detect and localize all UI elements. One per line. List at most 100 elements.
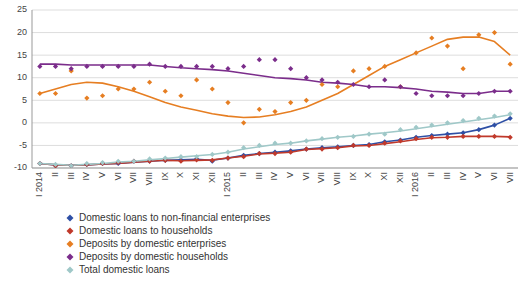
point: [241, 145, 246, 150]
legend-label: Deposits by domestic enterprises: [79, 238, 226, 249]
point: [508, 111, 513, 116]
y-tick-label: -5: [19, 140, 27, 150]
point: [241, 120, 246, 125]
point: [131, 159, 136, 164]
x-tick-label: I 2015: [222, 172, 232, 197]
point: [210, 152, 215, 157]
legend-swatch: [67, 228, 74, 235]
point: [335, 84, 340, 89]
y-tick-label: 0: [22, 117, 27, 127]
point: [69, 163, 74, 168]
point: [461, 66, 466, 71]
point: [288, 150, 293, 155]
point: [100, 64, 105, 69]
point: [508, 135, 513, 140]
point: [398, 127, 403, 132]
point: [304, 146, 309, 151]
y-tick-label: 10: [17, 72, 27, 82]
point: [53, 91, 58, 96]
point: [53, 162, 58, 167]
point: [508, 89, 513, 94]
x-tick-label: II: [238, 172, 248, 177]
point: [508, 62, 513, 67]
point: [225, 100, 230, 105]
point: [382, 64, 387, 69]
grid-line: [32, 168, 518, 169]
point: [257, 57, 262, 62]
point: [178, 93, 183, 98]
point: [304, 98, 309, 103]
point: [84, 95, 89, 100]
point: [257, 107, 262, 112]
point: [147, 156, 152, 161]
x-tick-label: IV: [458, 172, 468, 181]
x-tick-label: V: [285, 172, 295, 178]
point: [335, 145, 340, 150]
legend-label: Total domestic loans: [79, 264, 170, 275]
point: [366, 142, 371, 147]
x-tick-label: IX: [348, 172, 358, 181]
point: [382, 132, 387, 137]
point: [178, 64, 183, 69]
point: [210, 86, 215, 91]
point: [508, 116, 513, 121]
point: [366, 84, 371, 89]
point: [304, 75, 309, 80]
x-tick-label: XI: [191, 172, 201, 181]
point: [178, 154, 183, 159]
chart: -10-50510152025I 2014IIIIIIVVVIVIIVIIIIX…: [0, 0, 528, 291]
x-tick-label: VII: [505, 172, 515, 183]
point: [210, 64, 215, 69]
point: [53, 64, 58, 69]
x-tick-label: XI: [379, 172, 389, 181]
point: [351, 68, 356, 73]
point: [84, 64, 89, 69]
point: [288, 66, 293, 71]
point: [257, 143, 262, 148]
legend-label: Deposits by domestic households: [79, 251, 228, 262]
point: [69, 163, 74, 168]
legend-label: Domestic loans to non-financial enterpri…: [79, 212, 270, 223]
x-tick-label: VI: [489, 172, 499, 181]
x-tick-label: VIII: [144, 172, 154, 186]
point: [429, 135, 434, 140]
point: [304, 138, 309, 143]
series-line: [40, 136, 510, 165]
point: [429, 93, 434, 98]
point: [131, 64, 136, 69]
x-tick-label: V: [473, 172, 483, 178]
point: [100, 161, 105, 166]
x-tick-label: XII: [207, 172, 217, 183]
grid-line: [32, 10, 518, 11]
grid-line: [32, 100, 518, 101]
point: [461, 93, 466, 98]
point: [225, 155, 230, 160]
point: [476, 116, 481, 121]
point: [84, 162, 89, 167]
point: [84, 162, 89, 167]
point: [445, 120, 450, 125]
point: [492, 89, 497, 94]
x-tick-label: X: [175, 172, 185, 178]
point: [288, 100, 293, 105]
point: [445, 44, 450, 49]
point: [413, 50, 418, 55]
x-tick-label: VI: [301, 172, 311, 181]
point: [163, 155, 168, 160]
x-axis-line: [32, 168, 518, 169]
x-tick-label: I 2014: [34, 172, 44, 197]
point: [37, 91, 42, 96]
point: [382, 141, 387, 146]
legend-swatch: [67, 215, 74, 222]
x-tick-label: X: [363, 172, 373, 178]
point: [445, 93, 450, 98]
x-tick-label: IX: [160, 172, 170, 181]
point: [351, 143, 356, 148]
point: [351, 134, 356, 139]
x-tick-label: III: [254, 172, 264, 180]
point: [69, 163, 74, 168]
point: [351, 82, 356, 87]
point: [116, 159, 121, 164]
point: [288, 141, 293, 146]
point: [84, 161, 89, 166]
